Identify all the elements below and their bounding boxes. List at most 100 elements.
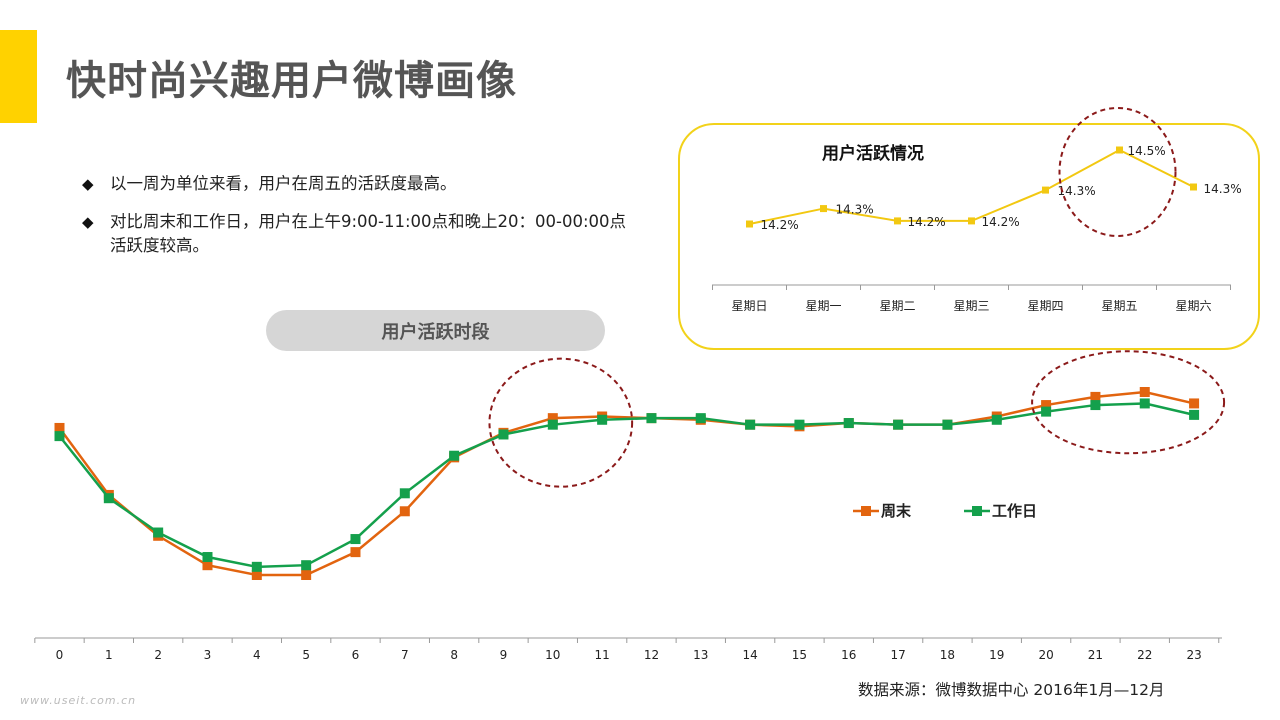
bullet-list: ◆ 以一周为单位来看，用户在周五的活跃度最高。 ◆ 对比周末和工作日，用户在上午… xyxy=(82,172,642,272)
data-label: 14.5% xyxy=(1128,144,1166,158)
section-pill-label: 用户活跃时段 xyxy=(266,310,605,351)
data-point xyxy=(399,506,410,517)
x-tick-label: 22 xyxy=(1137,648,1152,662)
x-tick-label: 12 xyxy=(644,648,659,662)
legend-marker xyxy=(861,506,871,516)
data-label: 14.3% xyxy=(836,203,874,217)
x-tick-label: 18 xyxy=(940,648,955,662)
data-point xyxy=(894,217,901,225)
data-point xyxy=(54,431,65,442)
data-point xyxy=(301,570,312,580)
highlight-circle xyxy=(1058,107,1177,237)
x-tick-label: 7 xyxy=(401,648,409,662)
data-point xyxy=(202,552,213,563)
x-tick-label: 16 xyxy=(841,648,856,662)
data-point xyxy=(301,560,312,571)
data-point xyxy=(794,419,805,430)
data-point xyxy=(745,419,756,430)
series-line xyxy=(749,148,1194,225)
bullet-item: ◆ 对比周末和工作日，用户在上午9:00-11:00点和晚上20：00-00:0… xyxy=(82,210,642,258)
data-point xyxy=(1041,406,1052,417)
data-point xyxy=(103,493,114,504)
x-tick-label: 13 xyxy=(693,648,708,662)
legend-marker xyxy=(972,506,982,516)
x-tick-label: 14 xyxy=(742,648,757,662)
data-point xyxy=(449,450,460,461)
data-point xyxy=(942,419,953,430)
x-tick-label: 17 xyxy=(890,648,905,662)
data-point xyxy=(746,220,753,228)
x-tick-label: 21 xyxy=(1088,648,1103,662)
data-point xyxy=(1090,400,1101,411)
data-point xyxy=(1090,391,1101,402)
series-line xyxy=(58,390,1195,577)
page-title: 快时尚兴趣用户微博画像 xyxy=(66,58,517,104)
data-point xyxy=(547,419,558,430)
data-point xyxy=(597,414,608,425)
data-point xyxy=(1189,398,1200,409)
watermark: www.useit.com.cn xyxy=(20,694,137,707)
data-point xyxy=(54,422,65,433)
data-point xyxy=(695,413,706,424)
legend-label: 工作日 xyxy=(992,502,1037,520)
data-label: 14.2% xyxy=(908,215,946,229)
data-point xyxy=(498,429,509,440)
data-label: 14.3% xyxy=(1204,182,1242,196)
data-point xyxy=(1041,400,1052,411)
data-point xyxy=(1139,398,1150,409)
x-tick-label: 星期三 xyxy=(953,299,989,313)
data-label: 14.2% xyxy=(982,215,1020,229)
data-point xyxy=(893,419,904,430)
data-point xyxy=(820,205,827,213)
bullet-text: 对比周末和工作日，用户在上午9:00-11:00点和晚上20：00-00:00点… xyxy=(110,212,627,255)
data-point xyxy=(843,418,854,429)
diamond-bullet-icon: ◆ xyxy=(82,213,94,231)
data-label: 14.2% xyxy=(761,218,799,232)
x-tick-label: 星期二 xyxy=(879,299,915,313)
x-tick-label: 9 xyxy=(500,648,508,662)
highlight-circle xyxy=(488,357,634,488)
highlight-circle xyxy=(1031,350,1226,455)
data-point xyxy=(153,527,164,538)
data-point xyxy=(251,570,262,580)
data-point xyxy=(350,547,361,558)
data-point xyxy=(399,488,410,499)
data-label: 14.3% xyxy=(1058,184,1096,198)
data-point xyxy=(1189,409,1200,420)
data-point xyxy=(1190,183,1197,191)
legend-label: 周末 xyxy=(881,502,912,520)
series-line xyxy=(58,402,1195,569)
data-point xyxy=(968,217,975,225)
data-point xyxy=(547,413,558,424)
x-tick-label: 星期四 xyxy=(1027,299,1063,313)
bullet-text: 以一周为单位来看，用户在周五的活跃度最高。 xyxy=(110,174,457,193)
weekly-chart-panel xyxy=(678,123,1260,350)
diamond-bullet-icon: ◆ xyxy=(82,175,94,193)
x-tick-label: 8 xyxy=(450,648,458,662)
x-tick-label: 星期一 xyxy=(805,299,841,313)
hourly-activity-chart: 0 1 2 3 4 5 6 7 8 9 10 11 12 13 14 15 16 17 18 19 20 21 22 23周末… xyxy=(34,350,1226,662)
x-tick-label: 11 xyxy=(594,648,609,662)
data-point xyxy=(350,534,361,545)
x-tick-label: 10 xyxy=(545,648,560,662)
data-point xyxy=(1139,387,1150,397)
x-tick-label: 星期六 xyxy=(1175,299,1211,313)
data-point xyxy=(202,560,213,571)
x-tick-label: 2 xyxy=(154,648,162,662)
x-tick-label: 23 xyxy=(1186,648,1201,662)
x-tick-label: 15 xyxy=(792,648,807,662)
data-point xyxy=(251,561,262,572)
x-tick-label: 3 xyxy=(204,648,212,662)
data-point xyxy=(1116,146,1123,154)
x-tick-label: 0 xyxy=(56,648,64,662)
bullet-item: ◆ 以一周为单位来看，用户在周五的活跃度最高。 xyxy=(82,172,642,196)
x-tick-label: 4 xyxy=(253,648,261,662)
x-tick-label: 19 xyxy=(989,648,1004,662)
x-tick-label: 20 xyxy=(1038,648,1053,662)
data-source-note: 数据来源：微博数据中心 2016年1月—12月 xyxy=(858,681,1165,699)
x-tick-label: 5 xyxy=(302,648,310,662)
x-tick-label: 6 xyxy=(352,648,360,662)
data-point xyxy=(991,414,1002,425)
